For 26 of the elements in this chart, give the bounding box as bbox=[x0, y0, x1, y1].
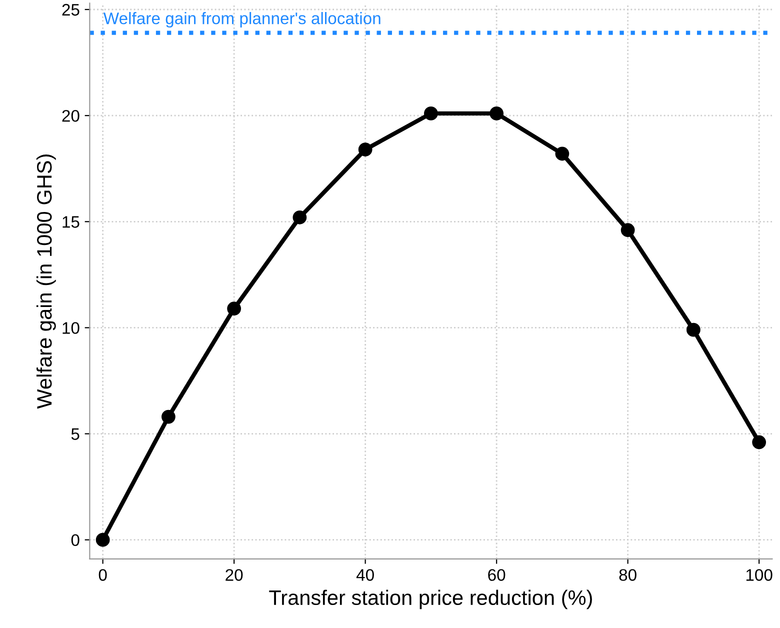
x-tick-label: 80 bbox=[619, 569, 636, 581]
point bbox=[752, 435, 766, 450]
point bbox=[620, 223, 635, 238]
point bbox=[96, 532, 110, 547]
y-tick-label: 15 bbox=[62, 216, 80, 228]
x-tick-label: 20 bbox=[226, 569, 243, 581]
y-tick-label: 5 bbox=[71, 428, 80, 440]
point bbox=[358, 142, 372, 156]
point bbox=[162, 410, 176, 424]
point bbox=[555, 146, 570, 161]
x-tick-label: 0 bbox=[98, 569, 107, 581]
point bbox=[292, 210, 307, 224]
y-axis-title: Welfare gain (in 1000 GHS) bbox=[36, 154, 56, 409]
point bbox=[227, 302, 242, 316]
y-tick-label: 0 bbox=[71, 534, 80, 546]
ref-line-label: Welfare gain from planner's allocation bbox=[103, 12, 380, 28]
y-tick-label: 25 bbox=[62, 4, 80, 16]
point bbox=[490, 106, 504, 120]
x-tick-label: 100 bbox=[746, 569, 772, 581]
x-tick-label: 60 bbox=[488, 569, 506, 581]
point bbox=[424, 106, 438, 120]
y-tick-label: 20 bbox=[62, 110, 80, 122]
x-tick-label: 40 bbox=[356, 569, 374, 581]
x-axis-title: Transfer station price reduction (%) bbox=[269, 590, 592, 610]
point bbox=[686, 322, 700, 337]
y-tick-label: 10 bbox=[62, 322, 80, 334]
